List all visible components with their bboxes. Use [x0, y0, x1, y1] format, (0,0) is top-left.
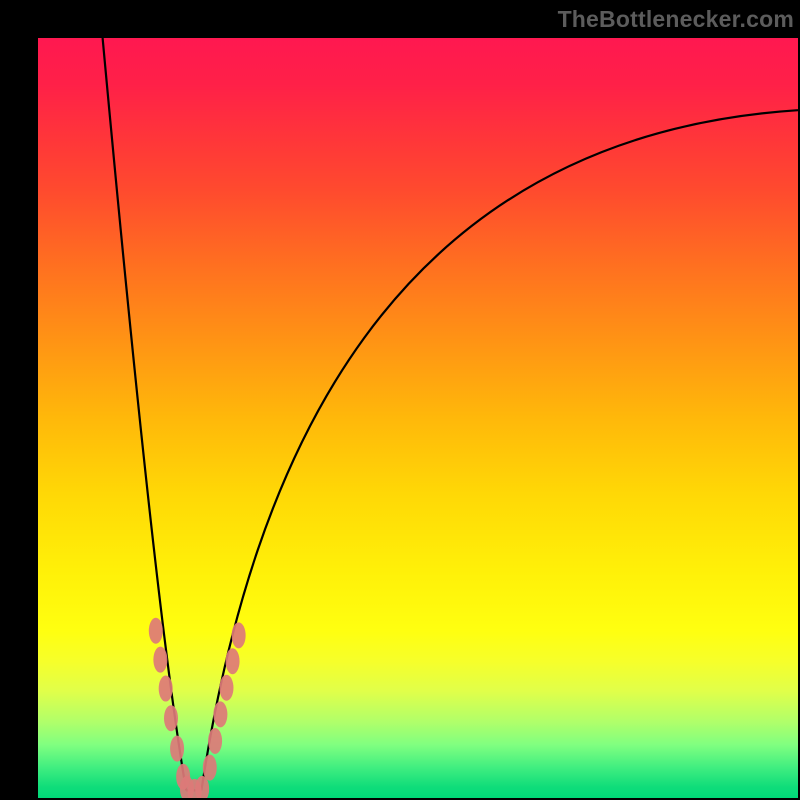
gradient-background	[38, 38, 798, 798]
marker-right	[208, 728, 222, 754]
marker-right	[219, 675, 233, 701]
marker-right	[232, 622, 246, 648]
marker-left	[153, 647, 167, 673]
marker-left	[170, 736, 184, 762]
chart-root: TheBottlenecker.com	[0, 0, 800, 800]
watermark-text: TheBottlenecker.com	[558, 6, 794, 33]
marker-right	[213, 701, 227, 727]
plot-area	[38, 38, 798, 798]
marker-right	[203, 755, 217, 781]
marker-right	[226, 648, 240, 674]
marker-left	[149, 618, 163, 644]
marker-left	[164, 705, 178, 731]
marker-left	[159, 676, 173, 702]
